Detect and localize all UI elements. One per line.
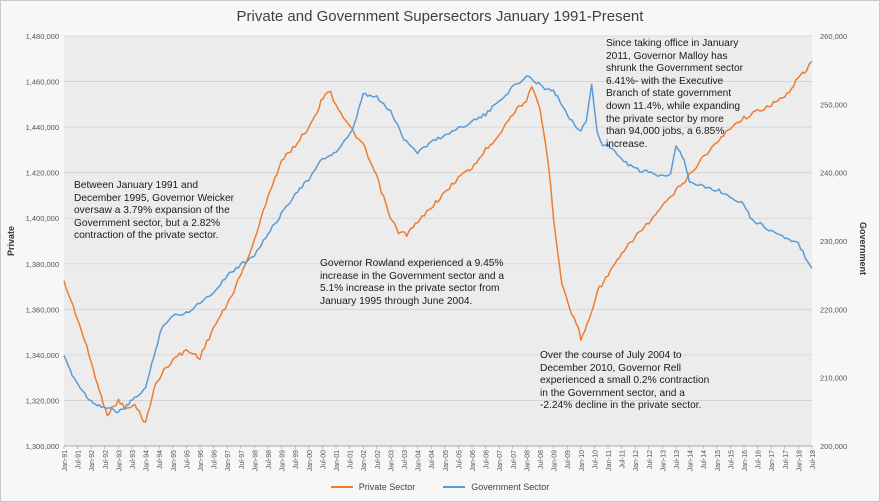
x-tick-label: Jul-93 <box>130 450 137 469</box>
x-tick-label: Jul-14 <box>701 450 708 469</box>
x-tick-label: Jul-03 <box>402 450 409 469</box>
x-tick-label: Jan-08 <box>524 450 531 472</box>
x-tick-label: Jul-96 <box>212 450 219 469</box>
x-tick-label: Jan-06 <box>470 450 477 472</box>
x-tick-label: Jan-05 <box>443 450 450 472</box>
x-tick-label: Jul-18 <box>810 450 817 469</box>
right-tick-label: 240,000 <box>820 169 847 178</box>
x-tick-label: Jul-05 <box>456 450 463 469</box>
x-tick-label: Jul-97 <box>239 450 246 469</box>
x-tick-label: Jan-17 <box>769 450 776 472</box>
x-tick-label: Jul-15 <box>728 450 735 469</box>
x-tick-label: Jan-93 <box>116 450 123 472</box>
right-tick-label: 200,000 <box>820 442 847 451</box>
legend-label-government: Government Sector <box>471 482 550 492</box>
x-tick-label: Jan-98 <box>252 450 259 472</box>
x-tick-label: Jan-00 <box>307 450 314 472</box>
x-tick-label: Jan-02 <box>361 450 368 472</box>
x-tick-label: Jan-01 <box>334 450 341 472</box>
x-tick-label: Jul-98 <box>266 450 273 469</box>
x-tick-label: Jan-91 <box>62 450 69 472</box>
x-tick-label: Jan-12 <box>633 450 640 472</box>
left-tick-label: 1,300,000 <box>26 442 59 451</box>
x-tick-label: Jul-91 <box>76 450 83 469</box>
x-tick-label: Jan-92 <box>89 450 96 472</box>
left-tick-label: 1,340,000 <box>26 351 59 360</box>
x-tick-label: Jul-02 <box>375 450 382 469</box>
left-tick-label: 1,480,000 <box>26 32 59 41</box>
x-tick-label: Jul-95 <box>184 450 191 469</box>
left-axis-title: Private <box>6 225 16 256</box>
right-tick-label: 230,000 <box>820 237 847 246</box>
x-tick-label: Jan-99 <box>280 450 287 472</box>
x-tick-label: Jul-16 <box>756 450 763 469</box>
left-tick-label: 1,320,000 <box>26 396 59 405</box>
x-tick-label: Jul-08 <box>538 450 545 469</box>
x-tick-label: Jul-00 <box>320 450 327 469</box>
chart-title: Private and Government Supersectors Janu… <box>236 8 644 25</box>
right-tick-label: 250,000 <box>820 100 847 109</box>
left-tick-label: 1,380,000 <box>26 260 59 269</box>
x-tick-label: Jan-09 <box>552 450 559 472</box>
x-tick-label: Jan-15 <box>715 450 722 472</box>
x-tick-label: Jul-94 <box>157 450 164 469</box>
x-tick-label: Jul-99 <box>293 450 300 469</box>
x-tick-label: Jan-14 <box>688 450 695 472</box>
x-tick-label: Jan-16 <box>742 450 749 472</box>
x-tick-label: Jul-06 <box>484 450 491 469</box>
x-tick-label: Jul-10 <box>592 450 599 469</box>
legend-item-private: Private Sector <box>330 482 416 492</box>
legend-label-private: Private Sector <box>358 482 416 492</box>
left-tick-label: 1,400,000 <box>26 214 59 223</box>
left-tick-label: 1,460,000 <box>26 78 59 87</box>
x-tick-label: Jul-12 <box>647 450 654 469</box>
series-line-government <box>63 75 813 414</box>
right-axis-title: Government <box>858 222 868 276</box>
x-tick-label: Jan-04 <box>416 450 423 472</box>
x-tick-label: Jul-01 <box>348 450 355 469</box>
x-tick-label: Jan-07 <box>497 450 504 472</box>
x-tick-label: Jan-96 <box>198 450 205 472</box>
annotation-rowland: Governor Rowland experienced a 9.45% inc… <box>320 258 505 307</box>
left-tick-label: 1,420,000 <box>26 169 59 178</box>
x-tick-label: Jul-11 <box>620 450 627 469</box>
x-tick-label: Jan-97 <box>225 450 232 472</box>
annotation-malloy: Since taking office in January 2011, Gov… <box>606 38 744 150</box>
x-tick-label: Jul-92 <box>103 450 110 469</box>
legend-swatch-government <box>443 486 466 488</box>
x-tick-label: Jan-94 <box>144 450 151 472</box>
x-tick-label: Jul-07 <box>511 450 518 469</box>
series-line-private <box>63 60 813 423</box>
annotation-weicker: Between January 1991 and December 1995, … <box>74 180 235 242</box>
right-tick-label: 260,000 <box>820 32 847 41</box>
legend-item-government: Government Sector <box>443 482 549 492</box>
x-tick-label: Jan-10 <box>579 450 586 472</box>
legend-swatch-private <box>330 486 353 488</box>
x-tick-label: Jan-95 <box>171 450 178 472</box>
chart-legend: Private Sector Government Sector <box>0 482 880 492</box>
left-tick-label: 1,440,000 <box>26 123 59 132</box>
left-tick-label: 1,360,000 <box>26 305 59 314</box>
x-tick-label: Jul-04 <box>429 450 436 469</box>
x-tick-label: Jan-18 <box>796 450 803 472</box>
x-tick-label: Jul-13 <box>674 450 681 469</box>
plot-area <box>64 36 812 446</box>
x-tick-label: Jan-03 <box>388 450 395 472</box>
x-tick-label: Jul-09 <box>565 450 572 469</box>
annotation-rell: Over the course of July 2004 to December… <box>540 350 710 412</box>
right-tick-label: 220,000 <box>820 305 847 314</box>
right-tick-label: 210,000 <box>820 374 847 383</box>
x-tick-label: Jul-17 <box>783 450 790 469</box>
x-tick-label: Jan-11 <box>606 450 613 471</box>
x-tick-label: Jan-13 <box>660 450 667 472</box>
